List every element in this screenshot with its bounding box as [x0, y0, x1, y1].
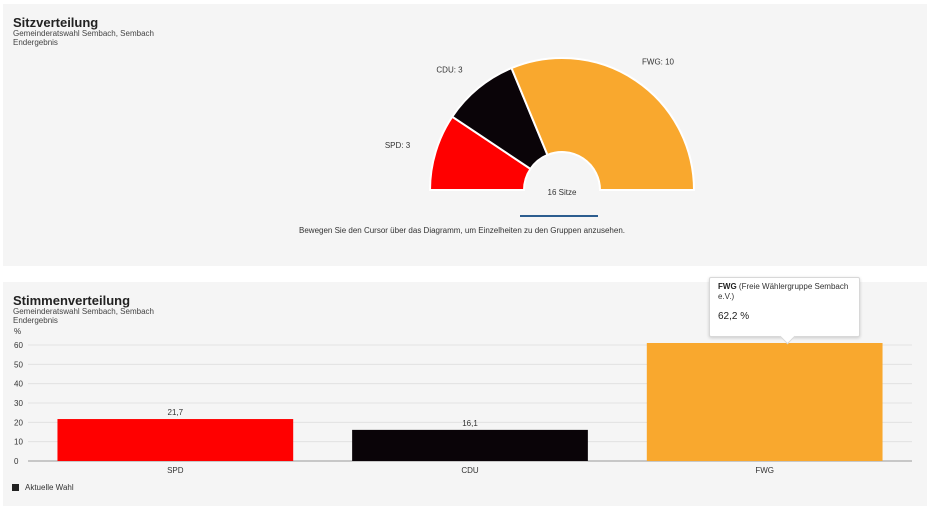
tooltip-party-long: (Freie Wählergruppe Sembach e.V.) [718, 282, 849, 301]
bar-value-label: 21,7 [168, 408, 184, 417]
y-tick-label: 50 [14, 360, 23, 369]
tooltip-value: 62,2 % [718, 311, 750, 322]
seat-distribution-chart[interactable]: SPD: 3 CDU: 3 FWG: 10 16 Sitze [0, 0, 930, 270]
vote-bar-fwg[interactable] [646, 343, 883, 461]
x-tick-label: FWG [755, 466, 774, 475]
seat-total-label: 16 Sitze [548, 188, 577, 197]
y-tick-label: 60 [14, 341, 23, 350]
vote-bar-spd[interactable] [57, 419, 294, 461]
y-tick-label: 10 [14, 438, 23, 447]
x-tick-label: SPD [167, 466, 184, 475]
x-tick-label: CDU [461, 466, 479, 475]
vote-bar-cdu[interactable] [352, 429, 588, 461]
y-tick-label: 0 [14, 457, 19, 466]
seat-label-cdu: CDU: 3 [436, 66, 463, 75]
seat-distribution-subtitle: Gemeinderatswahl Sembach, Sembach [13, 29, 154, 38]
legend-swatch [12, 484, 19, 491]
seat-distribution-title: Sitzverteilung [13, 15, 99, 30]
y-axis-unit: % [14, 327, 21, 336]
seat-label-spd: SPD: 3 [385, 141, 411, 150]
legend-label: Aktuelle Wahl [25, 483, 74, 492]
seat-distribution-status: Endergebnis [13, 38, 58, 47]
chart-hint-text: Bewegen Sie den Cursor über das Diagramm… [299, 226, 625, 235]
y-tick-label: 40 [14, 380, 23, 389]
seat-slice-fwg[interactable] [510, 57, 696, 191]
tooltip-party: FWG [718, 282, 737, 291]
seat-label-fwg: FWG: 10 [642, 57, 675, 66]
vote-distribution-subtitle: Gemeinderatswahl Sembach, Sembach [13, 307, 154, 316]
vote-distribution-title: Stimmenverteilung [13, 293, 131, 308]
y-tick-label: 30 [14, 399, 23, 408]
vote-distribution-status: Endergebnis [13, 316, 58, 325]
hint-divider [520, 215, 598, 217]
y-tick-label: 20 [14, 418, 23, 427]
chart-legend[interactable]: Aktuelle Wahl [12, 483, 74, 492]
bar-tooltip: FWG (Freie Wählergruppe Sembach e.V.) 62… [709, 277, 860, 345]
bar-value-label: 16,1 [462, 419, 478, 428]
